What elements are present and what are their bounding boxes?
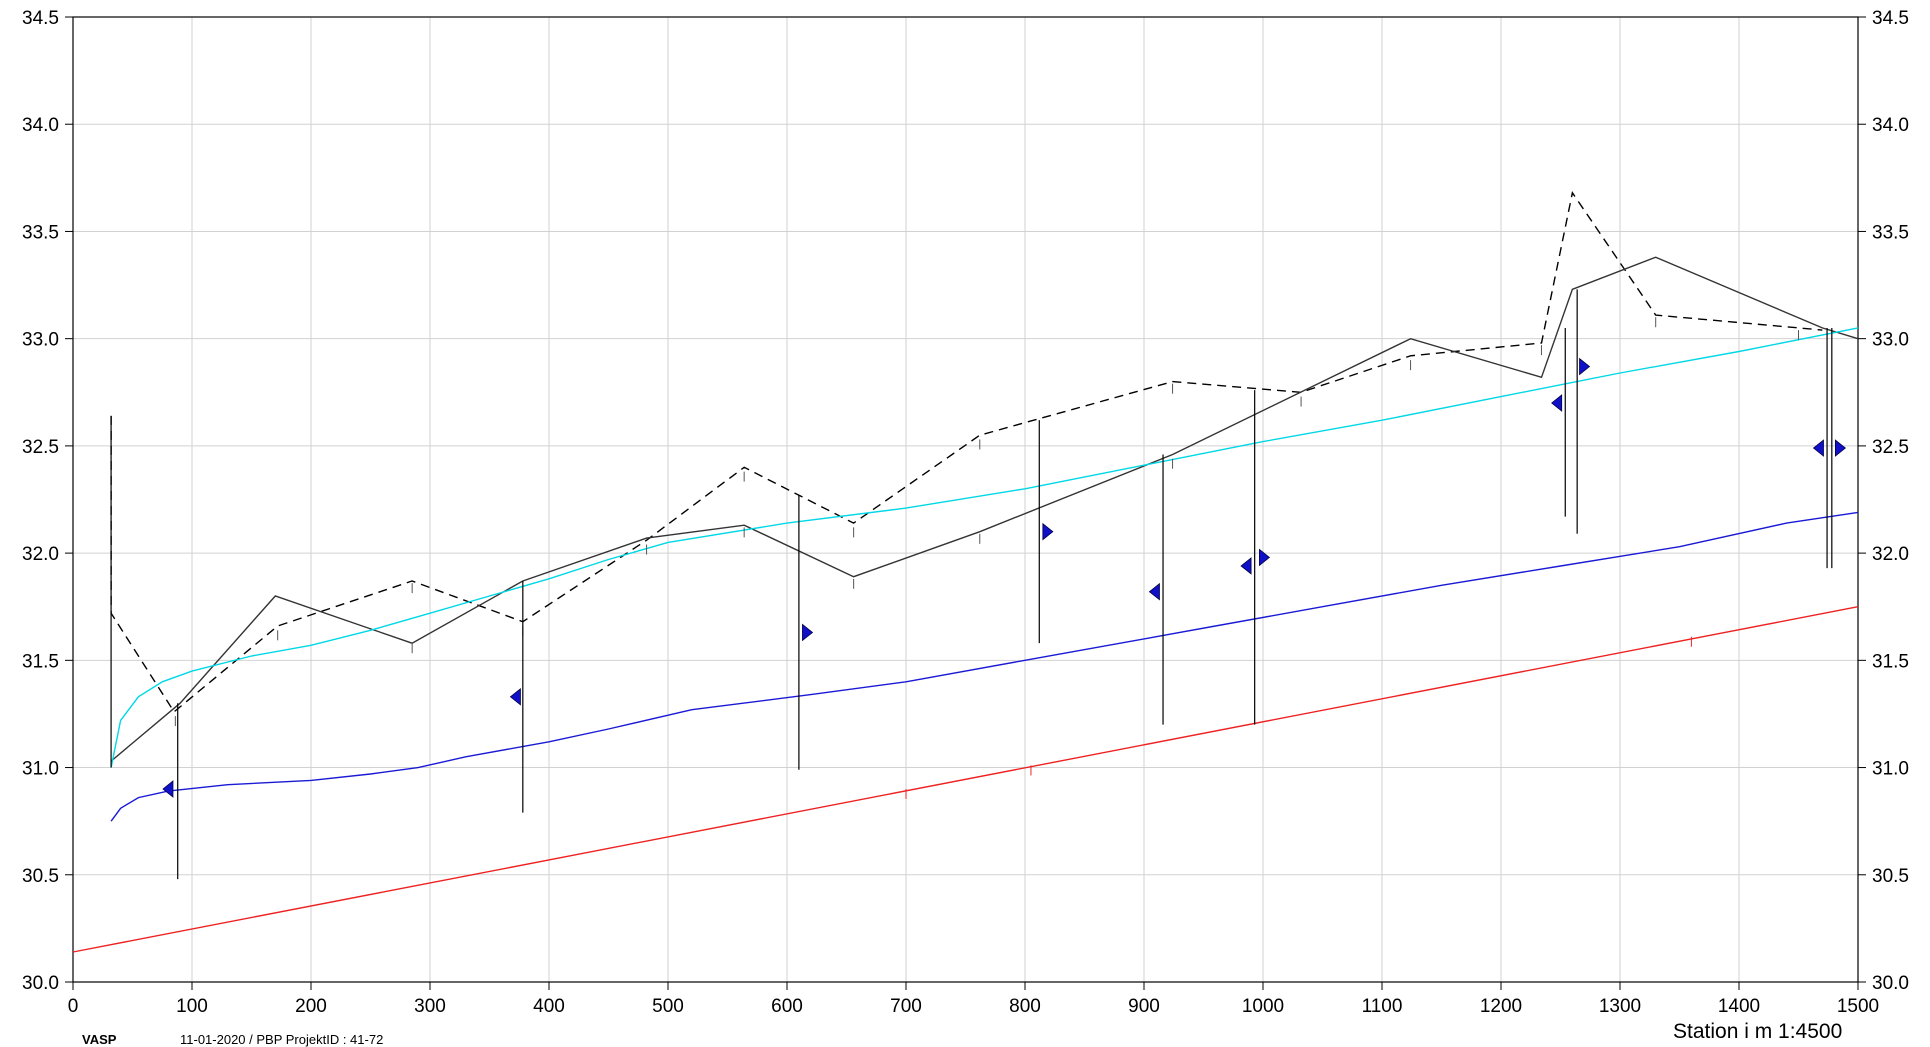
y-tick-label-right: 33.5 (1872, 222, 1909, 243)
x-tick-label: 600 (771, 996, 803, 1017)
x-tick-label: 400 (533, 996, 565, 1017)
series-line-3 (110, 327, 1859, 768)
series-line-4 (110, 511, 1859, 822)
series-line-1 (110, 191, 1823, 713)
x-tick-label: 0 (68, 996, 79, 1017)
grid (72, 16, 1859, 983)
y-tick-label-left: 33.5 (22, 222, 59, 243)
y-tick-label-right: 31.5 (1872, 651, 1909, 672)
y-tick-label-left: 30.0 (22, 973, 59, 994)
y-tick-label-right: 32.5 (1872, 437, 1909, 458)
station-ticks (174, 317, 1799, 799)
flow-marker (1812, 439, 1824, 457)
y-axis-right: 30.0 30.5 31.0 31.5 32.0 32.5 33.0 33.5 34.0 34.5 (1858, 8, 1909, 994)
y-tick-label-left: 30.5 (22, 866, 59, 887)
y-tick-label-left: 32.5 (22, 437, 59, 458)
y-axis-left: 30.0 30.5 31.0 31.5 32.0 32.5 33.0 33.5 34.0 34.5 (22, 8, 73, 994)
y-tick-label-left: 33.0 (22, 330, 59, 351)
flow-marker (1259, 548, 1271, 567)
flow-marker (509, 687, 521, 706)
flow-marker (1148, 582, 1160, 601)
x-tick-label: 500 (652, 996, 684, 1017)
y-tick-label-right: 33.0 (1872, 330, 1909, 351)
flow-marker (162, 780, 174, 798)
x-tick-label: 800 (1009, 996, 1041, 1017)
x-tick-label: 1300 (1599, 996, 1641, 1017)
x-tick-label: 200 (295, 996, 327, 1017)
series-line-2 (110, 256, 1859, 762)
series-lines (72, 191, 1859, 953)
y-tick-label-left: 32.0 (22, 544, 59, 565)
y-tick-label-left: 31.0 (22, 759, 59, 780)
y-tick-label-right: 30.5 (1872, 866, 1909, 887)
x-tick-label: 100 (176, 996, 208, 1017)
flow-marker (1579, 357, 1591, 376)
y-tick-label-left: 34.0 (22, 115, 59, 136)
x-tick-label: 1000 (1242, 996, 1284, 1017)
x-tick-label: 900 (1128, 996, 1160, 1017)
x-tick-label: 1500 (1837, 996, 1879, 1017)
y-tick-label-right: 34.0 (1872, 115, 1909, 136)
plot-border (72, 16, 1859, 983)
y-tick-label-right: 34.5 (1872, 8, 1909, 29)
station-axis-label: Station i m 1:4500 (1673, 1020, 1843, 1043)
vertical-markers (110, 289, 1833, 880)
y-tick-label-right: 31.0 (1872, 759, 1909, 780)
flow-marker (802, 623, 814, 642)
y-tick-label-right: 30.0 (1872, 973, 1909, 994)
y-tick-label-left: 31.5 (22, 651, 59, 672)
flow-marker (1240, 557, 1252, 575)
flow-marker (1042, 522, 1054, 541)
flow-markers (162, 357, 1847, 798)
x-axis: 0 100 200 300 400 500 600 700 800 900 1000 1100 1200… (68, 982, 1879, 1017)
x-tick-label: 300 (414, 996, 446, 1017)
plot-frame (72, 16, 1859, 983)
x-tick-label: 700 (890, 996, 922, 1017)
x-tick-label: 1400 (1718, 996, 1760, 1017)
flow-marker (1834, 439, 1847, 457)
project-meta: 11-01-2020 / PBP ProjektID : 41-72 (180, 1032, 384, 1047)
x-tick-label: 1200 (1480, 996, 1522, 1017)
series-line-5 (72, 606, 1859, 953)
y-tick-label-right: 32.0 (1872, 544, 1909, 565)
x-tick-label: 1100 (1362, 996, 1403, 1017)
vasp-label: VASP (82, 1032, 117, 1047)
flow-marker (1551, 394, 1563, 412)
y-tick-label-left: 34.5 (22, 8, 59, 29)
